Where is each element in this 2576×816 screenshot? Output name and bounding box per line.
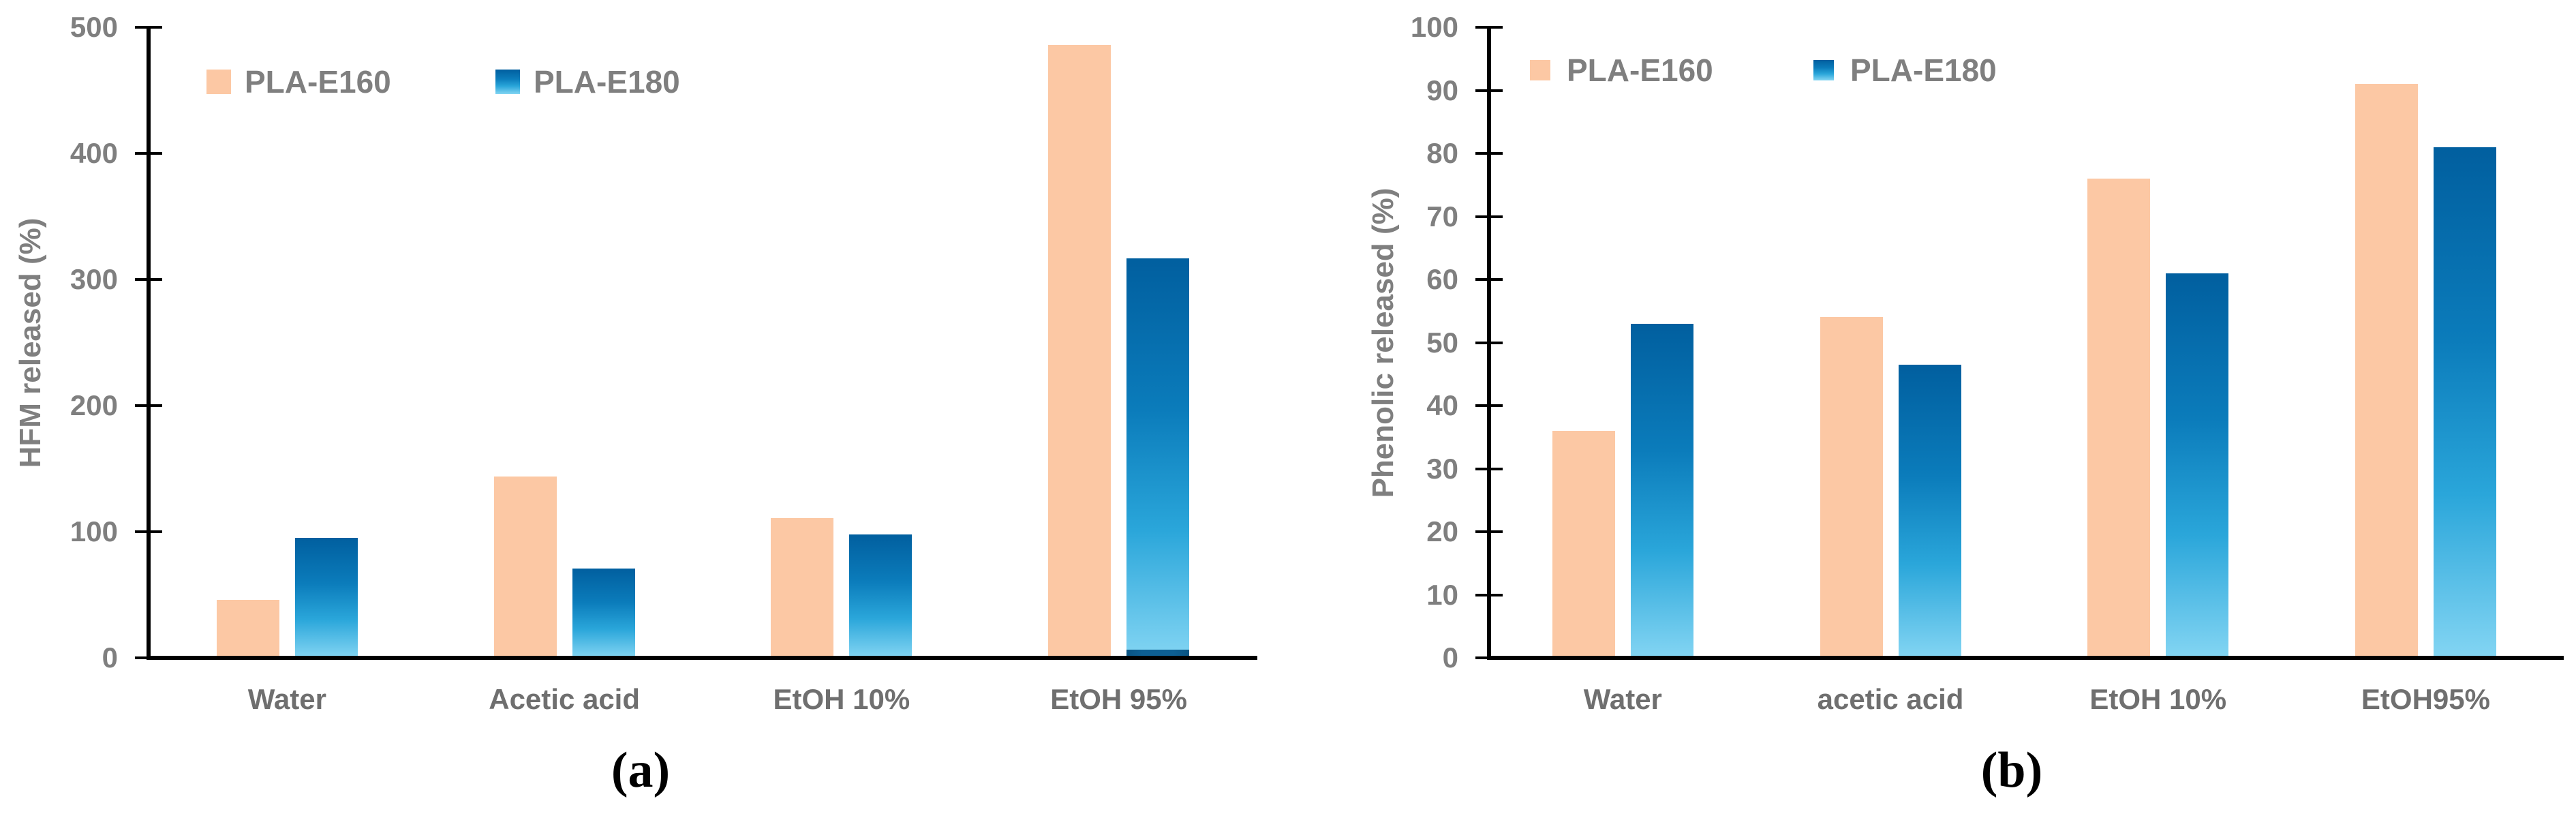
y-axis-tick	[1475, 215, 1503, 218]
y-axis-title-panel-a: HFM released (%)	[14, 217, 47, 468]
x-axis-category-label: Water	[1583, 683, 1662, 715]
bar-pla-e160-water	[216, 600, 279, 658]
bar-pla-e160-acetic-acid	[493, 477, 557, 658]
y-axis-tick	[1475, 152, 1503, 155]
bar-pla-e160-etoh-10-	[2087, 179, 2151, 658]
y-axis-tick	[135, 404, 162, 407]
bar-pla-e180-etoh-10-	[849, 534, 913, 658]
y-axis-tick-label: 60	[1426, 263, 1458, 295]
y-axis-tick	[1475, 656, 1503, 659]
y-axis-tick	[135, 278, 162, 281]
y-axis-tick-label: 0	[1442, 641, 1458, 674]
x-axis-line	[1487, 656, 2564, 660]
x-axis-category-label: EtOH95%	[2361, 683, 2490, 715]
y-axis-tick	[1475, 404, 1503, 407]
y-axis-tick-label: 500	[70, 11, 118, 43]
y-axis-tick	[1475, 530, 1503, 533]
y-axis-line	[147, 27, 151, 660]
y-axis-tick-label: 20	[1426, 515, 1458, 547]
panel-a-caption: (a)	[611, 742, 671, 798]
bar-pla-e160-etoh-95-	[1048, 45, 1111, 658]
legend-swatch-pla-e180	[495, 70, 520, 94]
legend-swatch-pla-e180	[1813, 60, 1834, 80]
y-axis-tick-label: 40	[1426, 389, 1458, 421]
x-axis-category-label: Water	[247, 683, 326, 715]
legend-label-pla-e160: PLA-E160	[245, 64, 391, 100]
bar-pla-e180-water	[1630, 324, 1693, 658]
legend-swatch-pla-e160	[1530, 60, 1550, 80]
bar-pla-e180-etoh95-	[2433, 147, 2496, 658]
y-axis-tick	[135, 26, 162, 29]
y-axis-tick-label: 100	[1410, 11, 1458, 43]
y-axis-tick	[1475, 467, 1503, 470]
y-axis-tick-label: 80	[1426, 137, 1458, 169]
x-axis-category-label: EtOH 10%	[2089, 683, 2227, 715]
y-axis-tick-label: 400	[70, 137, 118, 169]
y-axis-tick-label: 10	[1426, 578, 1458, 611]
legend-label-pla-e180: PLA-E180	[1850, 52, 1997, 88]
bar-pla-e160-acetic-acid	[1820, 317, 1883, 658]
x-axis-category-label: Acetic acid	[489, 683, 641, 715]
y-axis-tick-label: 300	[70, 263, 118, 295]
bar-pla-e180-water	[294, 538, 358, 658]
y-axis-tick	[1475, 593, 1503, 596]
y-axis-tick	[135, 152, 162, 155]
y-axis-tick-label: 0	[102, 641, 118, 674]
y-axis-tick-label: 50	[1426, 326, 1458, 359]
y-axis-tick-label: 30	[1426, 452, 1458, 485]
y-axis-tick-label: 70	[1426, 200, 1458, 232]
y-axis-tick-label: 100	[70, 515, 118, 547]
x-axis-category-label: EtOH 10%	[773, 683, 910, 715]
y-axis-tick	[1475, 26, 1503, 29]
legend-swatch-pla-e160	[206, 70, 231, 94]
bar-pla-e180-etoh-95-	[1126, 258, 1190, 658]
bar-pla-e160-etoh95-	[2355, 84, 2418, 658]
y-axis-tick-label: 200	[70, 389, 118, 421]
legend-label-pla-e180: PLA-E180	[534, 64, 680, 100]
bar-pla-e180-etoh-10-	[2166, 273, 2229, 658]
bar-pla-e160-water	[1552, 431, 1615, 658]
x-axis-category-label: acetic acid	[1817, 683, 1964, 715]
panel-b-caption: (b)	[1980, 742, 2043, 798]
legend-label-pla-e160: PLA-E160	[1567, 52, 1713, 88]
y-axis-tick	[135, 656, 162, 659]
y-axis-tick-label: 90	[1426, 74, 1458, 106]
x-axis-category-label: EtOH 95%	[1050, 683, 1187, 715]
y-axis-tick	[1475, 89, 1503, 92]
y-axis-tick	[1475, 341, 1503, 344]
y-axis-tick	[1475, 278, 1503, 281]
x-axis-line	[147, 656, 1257, 660]
bar-pla-e180-acetic-acid	[572, 569, 635, 658]
bar-pla-e180-acetic-acid	[1898, 365, 1961, 658]
y-axis-tick	[135, 530, 162, 533]
bar-pla-e160-etoh-10-	[771, 518, 834, 658]
